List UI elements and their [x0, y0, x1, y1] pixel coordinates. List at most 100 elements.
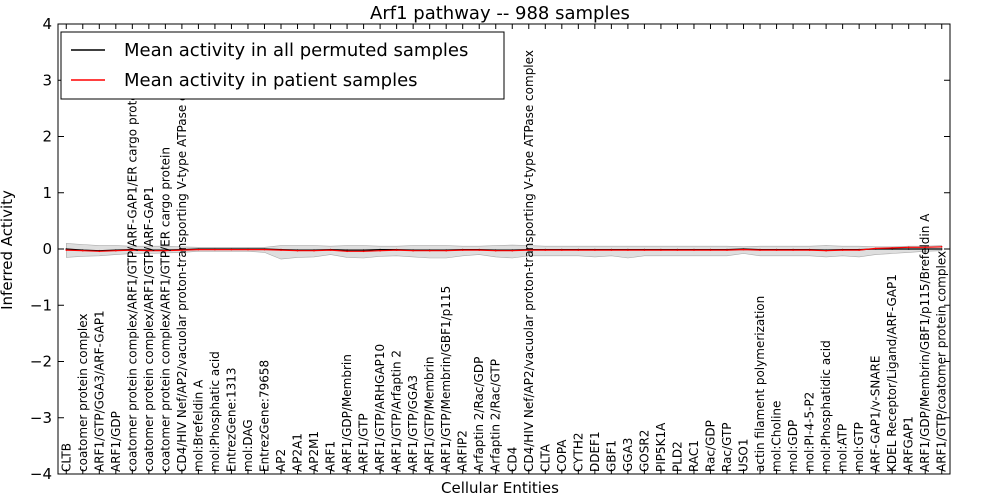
x-category-label: CD4/HIV Nef/AP2/vacuolar proton-transpor…: [175, 50, 189, 472]
x-category-label: mol:Brefeldin A: [191, 379, 205, 472]
series-1-point: [313, 249, 315, 252]
legend-box: [60, 31, 505, 100]
x-category-label: mol:PI-4-5-P2: [803, 392, 817, 472]
series-1-point: [98, 250, 101, 253]
series-1-point: [181, 249, 183, 251]
series-1-point: [643, 249, 646, 251]
series-1-point: [478, 249, 481, 251]
x-category-label: DDEF1: [588, 431, 602, 472]
x-category-label: coatomer protein complex/ARF1/GTP/ARF-GA…: [125, 82, 139, 472]
series-1-point: [940, 246, 943, 248]
x-category-label: ARF1/GTP: [357, 413, 371, 472]
series-0-point: [907, 248, 910, 250]
series-1-point: [296, 249, 299, 252]
x-category-label: ARF1/GTP/GGA3/ARF-GAP1: [92, 310, 106, 472]
series-1-point: [726, 249, 728, 251]
series-1-point: [742, 248, 745, 251]
x-category-label: mol:DAG: [241, 419, 255, 472]
series-1-point: [131, 249, 134, 251]
series-line-1: [66, 246, 942, 252]
x-category-label: CD4: [505, 447, 519, 472]
x-category-label: ARF1: [324, 441, 338, 472]
x-category-label: Arfaptin 2/Rac/GDP: [472, 357, 486, 472]
x-category-label: ARF1/GTP/Membrin/GBF1/p115: [439, 286, 453, 472]
series-1-point: [395, 249, 398, 251]
series-0-point: [65, 248, 68, 250]
series-1-point: [115, 249, 117, 252]
x-category-label: GGA3: [621, 438, 635, 472]
x-category-label: KDEL Receptor/Ligand/ARF-GAP1: [885, 274, 899, 472]
series-1-point: [511, 249, 514, 252]
series-1-point: [709, 249, 712, 251]
series-1-point: [544, 249, 547, 251]
y-tick-label: −1: [30, 296, 52, 314]
series-1-point: [808, 249, 811, 251]
series-1-point: [65, 249, 68, 251]
x-axis-label: Cellular Entities: [441, 479, 559, 497]
series-1-point: [329, 249, 332, 251]
x-category-label: mol:GTP: [852, 422, 866, 472]
series-1-point: [775, 249, 778, 251]
y-tick-label: 2: [42, 128, 52, 146]
x-category-label: CD4/HIV Nef/AP2/vacuolar proton-transpor…: [522, 50, 536, 472]
x-category-label: ARF-GAP1/v-SNARE: [869, 356, 883, 472]
series-1-point: [148, 249, 150, 252]
x-category-label: coatomer protein complex/ARF1/GTP/ER car…: [158, 147, 172, 472]
series-0-point: [346, 249, 348, 251]
x-category-label: USO1: [737, 439, 751, 472]
y-tick-label: 3: [42, 71, 52, 89]
x-category-label: mol:GDP: [786, 420, 800, 472]
x-category-label: ARF1/GTP/GGA3: [406, 375, 420, 472]
series-1-point: [891, 247, 893, 249]
series-1-point: [528, 249, 530, 251]
series-1-point: [247, 248, 249, 251]
x-category-label: ARF1/GTP/Membrin: [423, 356, 437, 472]
series-1-point: [379, 249, 381, 252]
y-tick-label: −4: [30, 465, 52, 483]
series-1-point: [907, 246, 910, 249]
series-1-point: [610, 249, 613, 251]
x-category-label: actin filament polymerization: [753, 296, 767, 472]
x-category-label: Rac/GTP: [720, 422, 734, 472]
x-category-label: ARF1/GTP/Arfaptin 2: [390, 350, 404, 472]
series-1-point: [792, 249, 794, 251]
x-category-label: CYTH2: [571, 433, 585, 473]
x-category-label: CLTB: [59, 443, 73, 472]
x-category-label: EntrezGene:1313: [224, 368, 238, 473]
y-tick-label: 1: [42, 184, 52, 202]
series-1-point: [445, 249, 448, 252]
y-tick-label: 0: [42, 240, 52, 258]
x-category-label: ARFGAP1: [902, 416, 916, 472]
series-1-point: [263, 248, 266, 251]
x-category-label: ARF1/GDP: [109, 411, 123, 472]
series-1-point: [759, 249, 761, 251]
x-category-label: PLD2: [670, 441, 684, 472]
x-category-label: GBF1: [604, 440, 618, 472]
series-0-point: [940, 248, 943, 250]
x-category-label: EntrezGene:79658: [258, 360, 272, 472]
x-category-label: mol:ATP: [836, 424, 850, 472]
x-category-label: ARF1/GTP/coatomer protein complex: [935, 251, 949, 472]
x-category-label: RAC1: [687, 440, 701, 472]
chart-title: Arf1 pathway -- 988 samples: [370, 3, 630, 24]
series-0-point: [891, 248, 893, 250]
series-1-point: [164, 249, 167, 252]
series-1-point: [461, 249, 464, 251]
series-1-point: [924, 246, 926, 249]
series-1-point: [214, 248, 216, 251]
y-tick-label: 4: [42, 15, 52, 33]
x-category-label: AP2M1: [307, 431, 321, 472]
x-category-label: Rac/GDP: [704, 420, 718, 472]
x-category-label: ARFIP2: [456, 430, 470, 472]
series-1-point: [825, 249, 827, 252]
series-1-point: [874, 247, 877, 250]
series-1-point: [82, 249, 84, 252]
series-1-point: [412, 249, 414, 252]
series-1-point: [693, 249, 695, 251]
x-category-label: ARF1/GDP/Membrin: [340, 354, 354, 472]
x-category-label: ARF1/GDP/Membrin/GBF1/p115/Brefeldin A: [918, 213, 932, 472]
series-1-point: [561, 249, 563, 251]
series-1-point: [494, 249, 497, 252]
